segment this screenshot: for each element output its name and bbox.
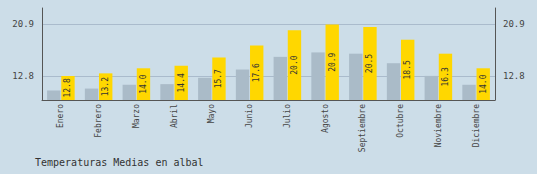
svg-text:20.0: 20.0 xyxy=(290,55,299,74)
svg-text:18.5: 18.5 xyxy=(403,60,412,79)
svg-text:Marzo: Marzo xyxy=(132,104,141,128)
svg-text:Octubre: Octubre xyxy=(396,104,405,138)
svg-text:12.8: 12.8 xyxy=(63,78,72,97)
svg-text:Diciembre: Diciembre xyxy=(472,104,481,148)
svg-text:14.0: 14.0 xyxy=(479,74,488,93)
svg-text:Febrero: Febrero xyxy=(94,104,103,138)
svg-text:17.6: 17.6 xyxy=(252,63,261,82)
svg-text:Abril: Abril xyxy=(170,104,179,128)
svg-text:20.5: 20.5 xyxy=(365,54,374,73)
svg-text:20.9: 20.9 xyxy=(503,19,525,29)
svg-text:Julio: Julio xyxy=(283,104,292,128)
svg-text:Mayo: Mayo xyxy=(207,104,216,123)
svg-text:Septiembre: Septiembre xyxy=(358,104,367,152)
svg-text:16.3: 16.3 xyxy=(441,67,450,86)
svg-text:Noviembre: Noviembre xyxy=(434,104,443,148)
svg-text:Enero: Enero xyxy=(56,104,65,128)
svg-text:13.2: 13.2 xyxy=(101,77,110,96)
svg-text:20.9: 20.9 xyxy=(12,19,34,29)
svg-text:Agosto: Agosto xyxy=(321,104,330,133)
svg-text:Temperaturas Medias en albal: Temperaturas Medias en albal xyxy=(35,157,204,168)
svg-text:12.8: 12.8 xyxy=(12,71,34,81)
svg-text:14.4: 14.4 xyxy=(177,73,186,92)
svg-text:20.9: 20.9 xyxy=(328,52,337,71)
svg-text:Junio: Junio xyxy=(245,104,254,128)
svg-text:14.0: 14.0 xyxy=(139,74,148,93)
svg-text:15.7: 15.7 xyxy=(214,69,223,88)
svg-text:12.8: 12.8 xyxy=(503,71,525,81)
